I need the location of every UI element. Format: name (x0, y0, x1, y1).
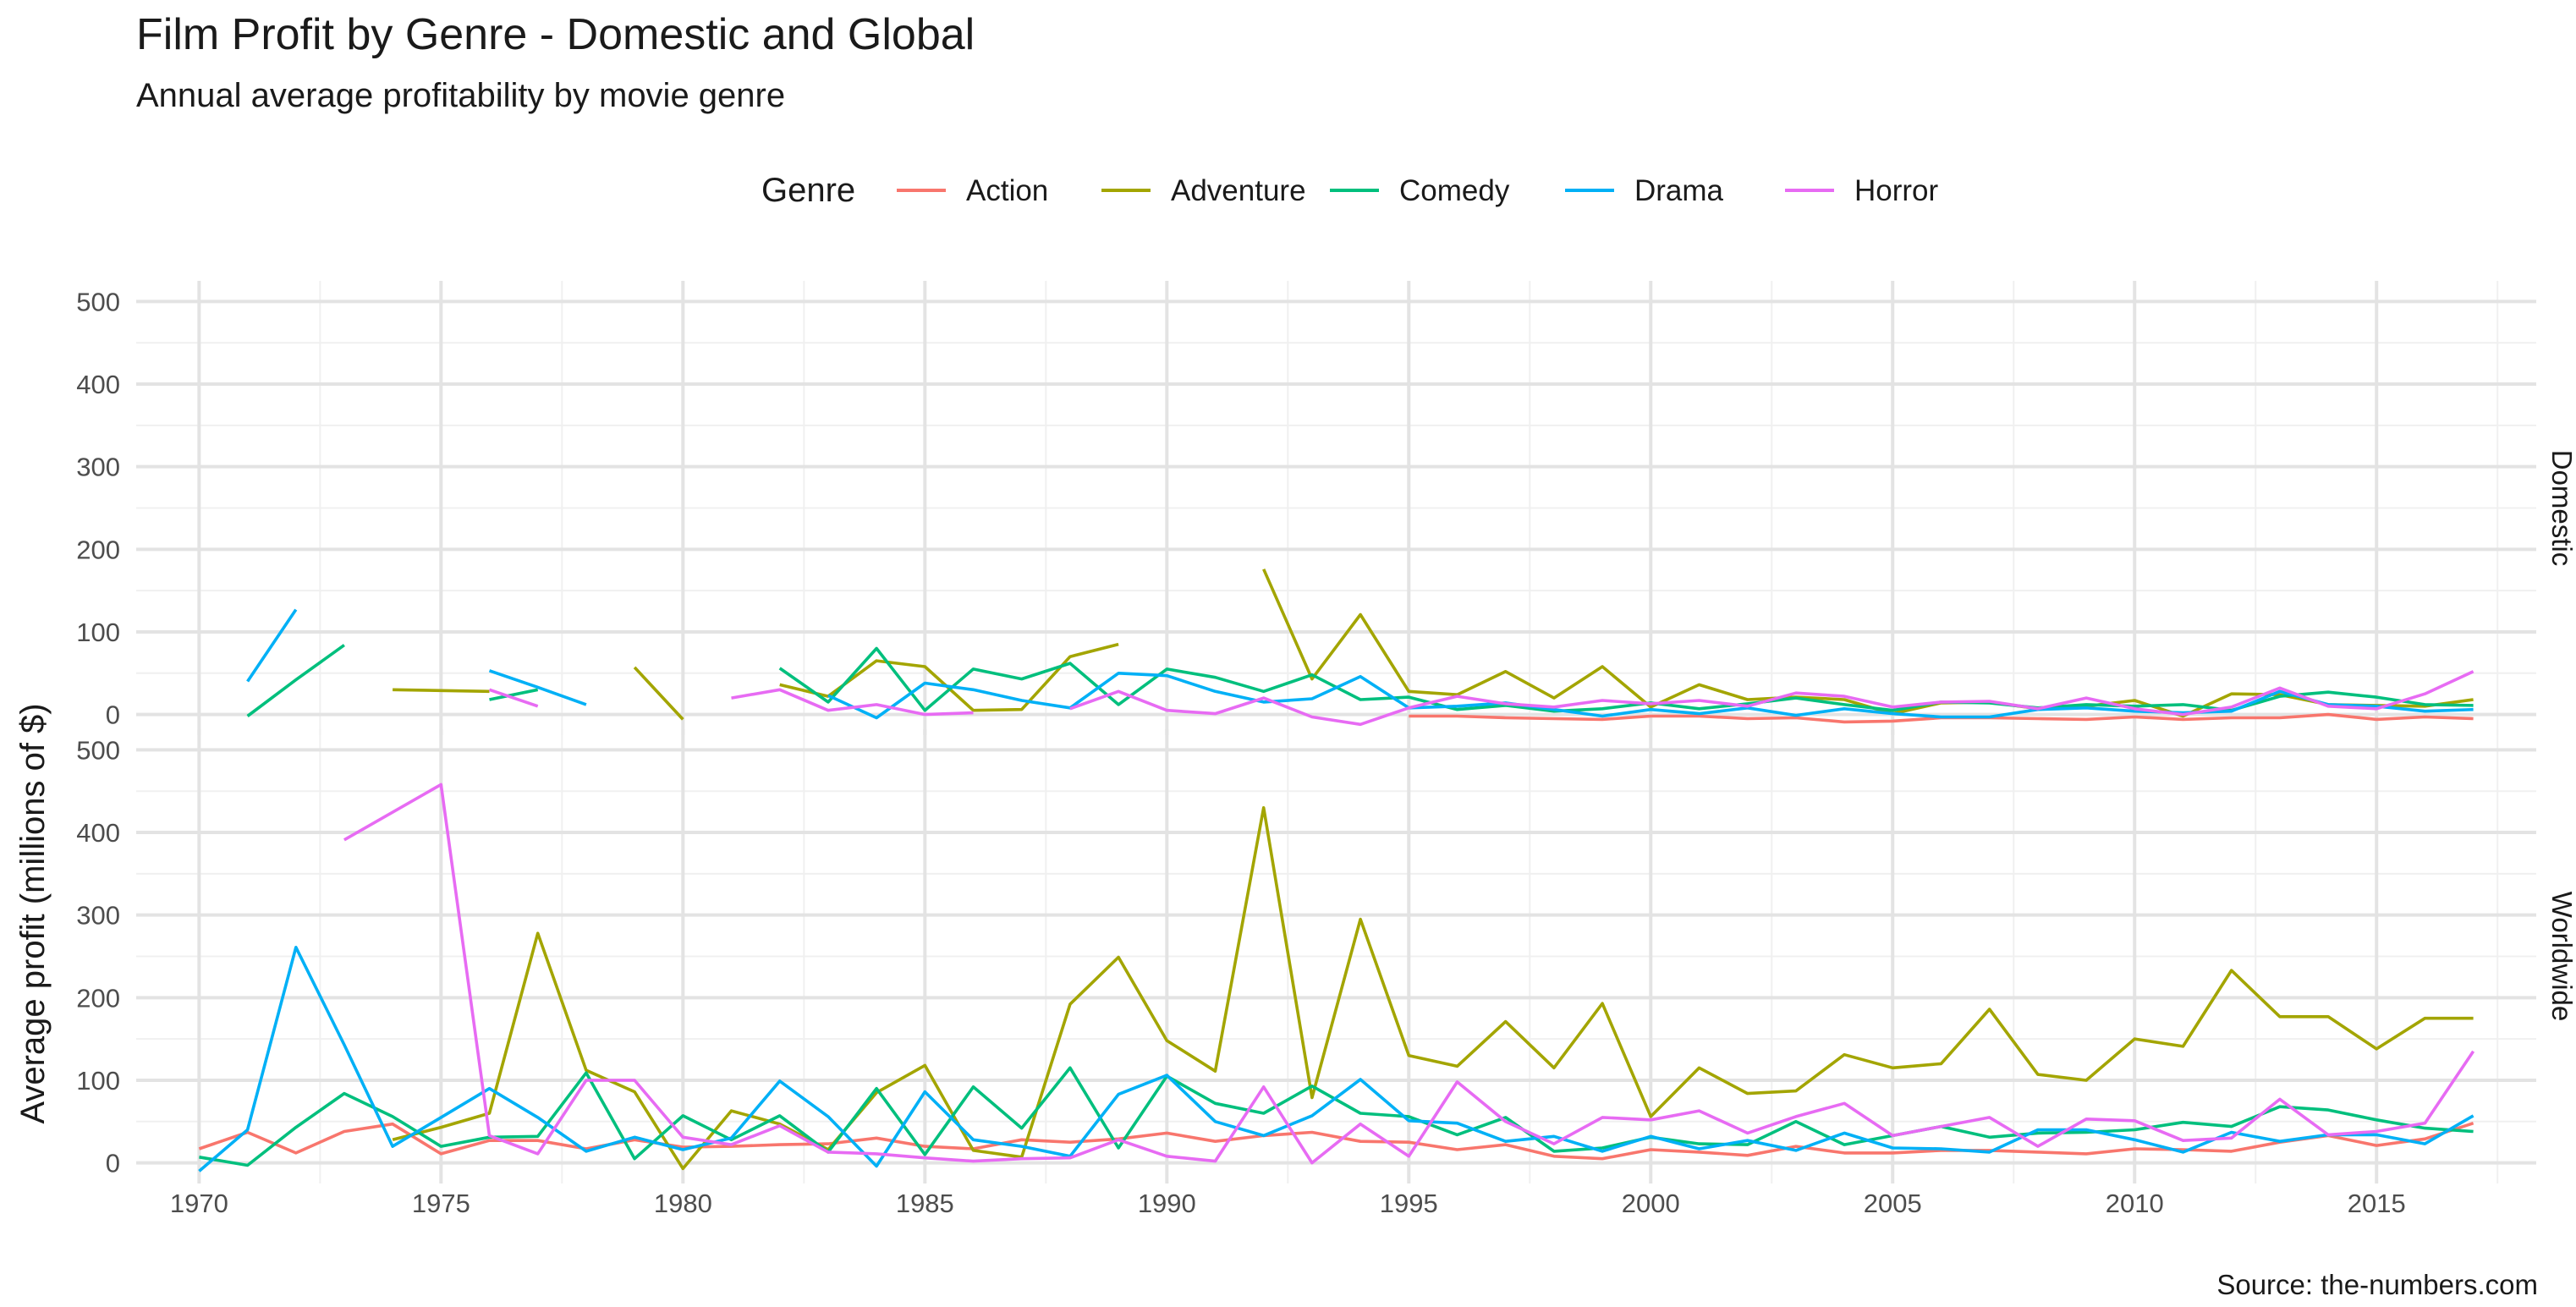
series-line-horror-domestic (488, 670, 2474, 727)
legend-label-comedy: Comedy (1399, 174, 1510, 207)
series-line-horror-worldwide (343, 783, 2475, 1165)
x-tick-label: 2000 (1622, 1189, 1680, 1218)
y-tick-label: 300 (76, 453, 120, 482)
y-tick-label: 100 (76, 618, 120, 647)
chart-subtitle: Annual average profitability by movie ge… (136, 77, 785, 114)
x-tick-label: 2005 (1864, 1189, 1922, 1218)
y-tick-label: 400 (76, 818, 120, 848)
series-line-adventure-domestic (393, 568, 2474, 721)
x-tick-label: 1985 (896, 1189, 954, 1218)
y-tick-label: 0 (106, 700, 120, 730)
y-tick-label: 100 (76, 1066, 120, 1096)
y-tick-label: 500 (76, 287, 120, 316)
facet-strip-domestic: Domestic (2546, 450, 2576, 567)
y-tick-label: 200 (76, 983, 120, 1013)
chart-title: Film Profit by Genre - Domestic and Glob… (136, 10, 975, 59)
x-tick-label: 2010 (2106, 1189, 2164, 1218)
legend-title: Genre (761, 172, 855, 209)
x-tick-label: 1975 (412, 1189, 470, 1218)
legend-label-adventure: Adventure (1171, 174, 1306, 207)
x-tick-label: 2015 (2348, 1189, 2406, 1218)
series-line-adventure-worldwide (392, 806, 2474, 1171)
legend-label-action: Action (966, 174, 1048, 207)
y-tick-label: 200 (76, 535, 120, 564)
legend-label-horror: Horror (1854, 174, 1939, 207)
y-tick-label: 400 (76, 370, 120, 399)
x-tick-label: 1980 (654, 1189, 712, 1218)
x-tick-label: 1990 (1138, 1189, 1196, 1218)
facet-strip-worldwide: Worldwide (2546, 892, 2576, 1021)
legend: Genre Action Adventure Comedy Drama Horror (761, 172, 1939, 209)
x-tick-label: 1970 (170, 1189, 228, 1218)
facet-panels: 0 100 200 300 400 500 Domestic 0 100 200 300 400 500… (76, 281, 2576, 1218)
panel-worldwide: 0 100 200 300 400 500 Worldwide (76, 729, 2576, 1183)
legend-label-drama: Drama (1634, 174, 1724, 207)
y-tick-label: 500 (76, 735, 120, 765)
series-line-drama-worldwide (198, 946, 2474, 1172)
panel-domestic: 0 100 200 300 400 500 Domestic (76, 281, 2576, 735)
y-axis-label: Average profit (millions of $) (14, 703, 52, 1123)
x-tick-label: 1995 (1380, 1189, 1438, 1218)
y-tick-label: 0 (106, 1149, 120, 1178)
y-tick-label: 300 (76, 901, 120, 931)
chart-caption: Source: the-numbers.com (2216, 1269, 2538, 1300)
series-line-comedy-domestic (246, 644, 2474, 717)
